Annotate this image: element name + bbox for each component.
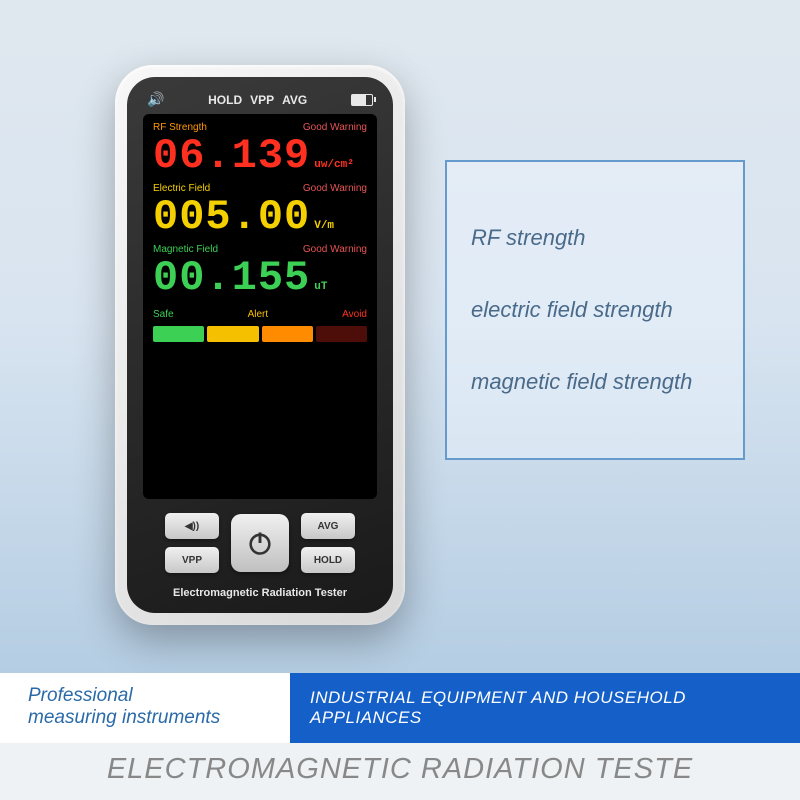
device-name: Electromagnetic Radiation Tester	[143, 587, 377, 599]
vpp-button[interactable]: VPP	[165, 547, 219, 573]
mf-warning: Good Warning	[303, 244, 367, 255]
mf-unit: uT	[314, 282, 327, 293]
status-bar: 🔊 HOLD VPP AVG	[143, 91, 377, 108]
pro-line1: Professional	[28, 685, 262, 707]
button-panel: ◀)) VPP AVG HOLD	[143, 513, 377, 573]
rf-warning: Good Warning	[303, 122, 367, 133]
safety-labels: Safe Alert Avoid	[153, 309, 367, 320]
mf-value: 00.155	[153, 257, 310, 299]
callout-mf: magnetic field strength	[471, 369, 719, 395]
avg-button[interactable]: AVG	[301, 513, 355, 539]
safety-bar	[153, 326, 367, 342]
power-icon	[246, 529, 274, 557]
alert-label: Alert	[248, 309, 269, 320]
device-body: 🔊 HOLD VPP AVG RF Strength Good Warning …	[127, 77, 393, 613]
rf-reading: RF Strength Good Warning 06.139 uw/cm²	[153, 122, 367, 177]
hold-button[interactable]: HOLD	[301, 547, 355, 573]
ef-unit: V/m	[314, 221, 334, 232]
rf-value: 06.139	[153, 135, 310, 177]
hold-indicator: HOLD	[208, 93, 242, 107]
device-shell: 🔊 HOLD VPP AVG RF Strength Good Warning …	[115, 65, 405, 625]
ef-warning: Good Warning	[303, 183, 367, 194]
professional-box: Professional measuring instruments	[0, 673, 290, 743]
vpp-indicator: VPP	[250, 93, 274, 107]
rf-unit: uw/cm²	[314, 160, 354, 171]
feature-callout: RF strength electric field strength magn…	[445, 160, 745, 460]
tagline-box: INDUSTRIAL EQUIPMENT AND HOUSEHOLD APPLI…	[290, 673, 800, 743]
callout-rf: RF strength	[471, 225, 719, 251]
lcd-screen: RF Strength Good Warning 06.139 uw/cm² E…	[143, 114, 377, 499]
callout-ef: electric field strength	[471, 297, 719, 323]
mode-indicators: HOLD VPP AVG	[208, 93, 307, 107]
footer: Professional measuring instruments INDUS…	[0, 673, 800, 800]
mf-reading: Magnetic Field Good Warning 00.155 uT	[153, 244, 367, 299]
battery-icon	[351, 94, 373, 106]
power-button[interactable]	[231, 514, 289, 572]
ef-value: 005.00	[153, 196, 310, 238]
footer-title: ELECTROMAGNETIC RADIATION TESTE	[0, 743, 800, 800]
avg-indicator: AVG	[282, 93, 307, 107]
ef-reading: Electric Field Good Warning 005.00 V/m	[153, 183, 367, 238]
sound-button[interactable]: ◀))	[165, 513, 219, 539]
tagline-text: INDUSTRIAL EQUIPMENT AND HOUSEHOLD APPLI…	[310, 688, 800, 728]
avoid-label: Avoid	[342, 309, 367, 320]
safe-label: Safe	[153, 309, 174, 320]
sound-status-icon: 🔊	[147, 91, 164, 108]
